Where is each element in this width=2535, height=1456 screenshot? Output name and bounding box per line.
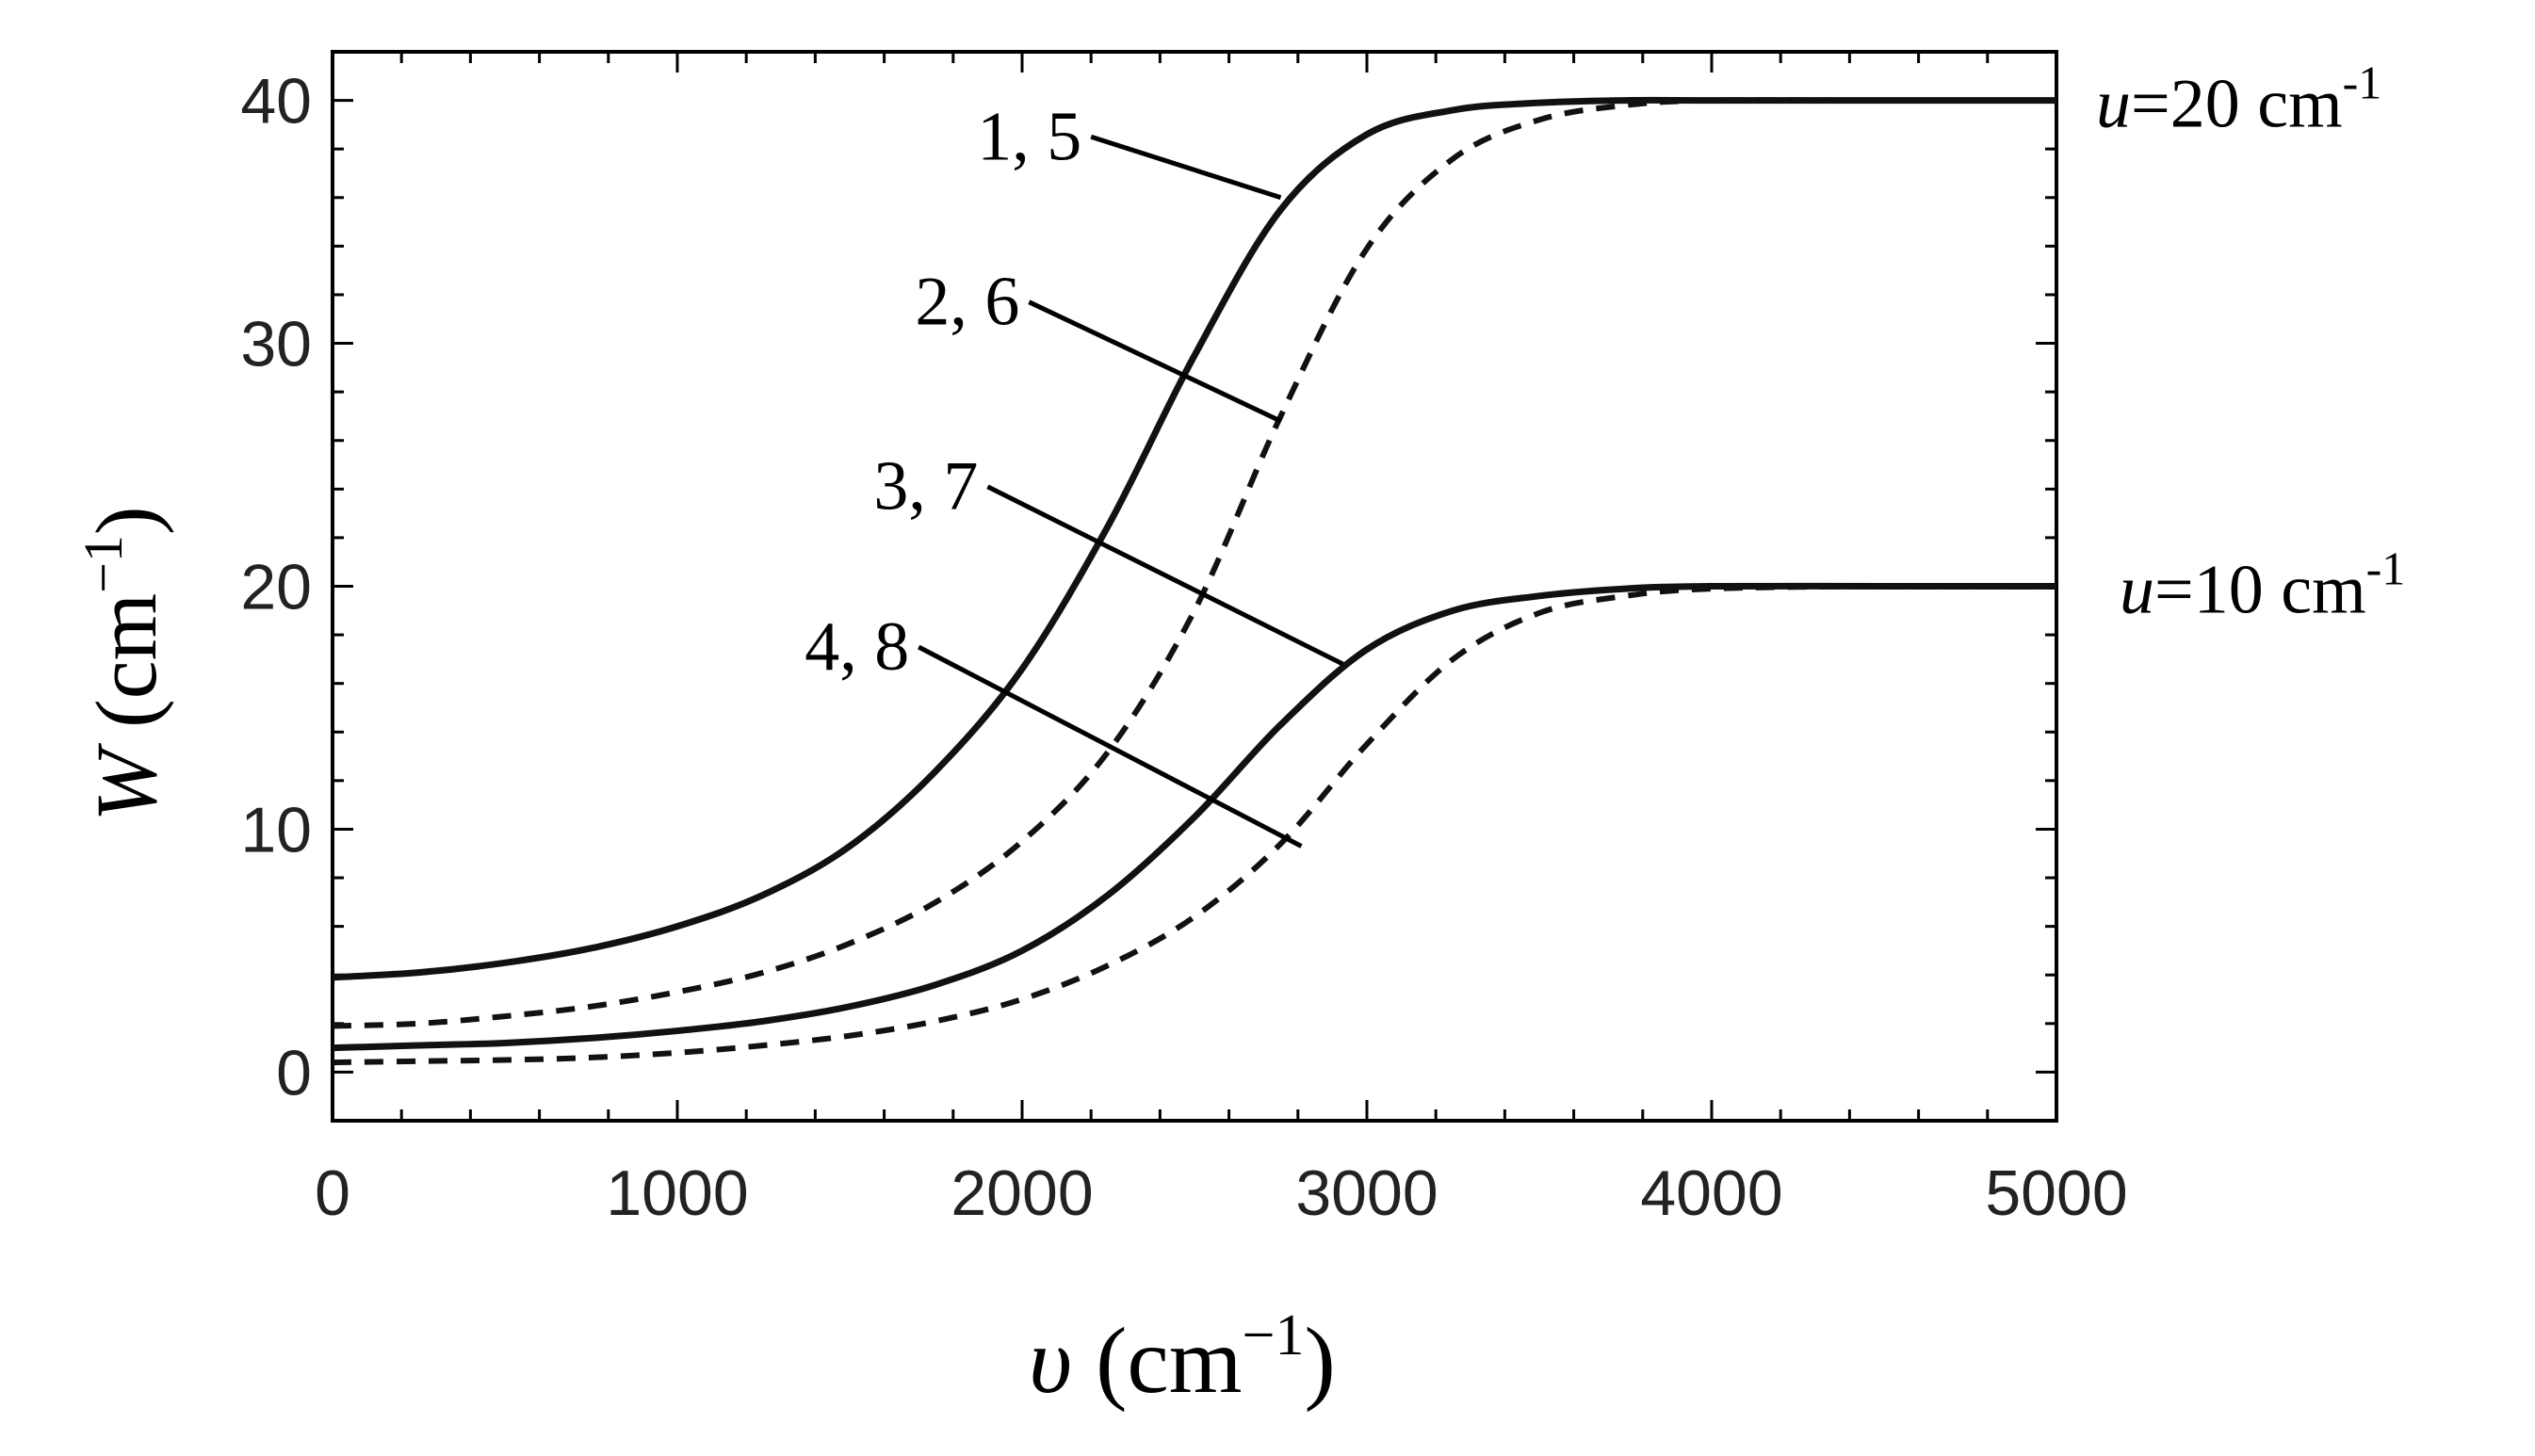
y-tick-label: 40 [240, 66, 312, 138]
series-line-4 [332, 583, 2057, 1066]
x-tick-label: 5000 [1985, 1157, 2127, 1229]
x-tick-label: 4000 [1640, 1157, 1782, 1229]
leader-line-4 [918, 644, 1303, 849]
x-tick-label: 0 [315, 1157, 350, 1229]
x-axis: 0 1000 2000 3000 4000 5000 [315, 52, 2128, 1229]
curve-label-2: 2, 6 [915, 264, 1019, 341]
leader-line-3 [986, 484, 1344, 667]
curve-label-4: 4, 8 [804, 608, 909, 686]
y-tick-label: 10 [240, 794, 312, 866]
level-annotation-1: u=20 cm-1 [2096, 57, 2381, 143]
level-annotation-2: u=10 cm-1 [2120, 542, 2405, 629]
x-axis-label: υ (cm−1) [1029, 1303, 1336, 1413]
series-layer [332, 96, 2057, 1066]
series-line-1 [332, 96, 2056, 981]
leader-line-2 [1028, 299, 1282, 424]
x-tick-label: 3000 [1295, 1157, 1438, 1229]
level-annotations: u=20 cm-1 u=10 cm-1 [2096, 57, 2405, 629]
y-tick-label: 30 [240, 309, 312, 380]
series-line-3 [332, 582, 2056, 1052]
series-line-2 [332, 97, 2056, 1029]
curve-labels: 1, 5 2, 6 3, 7 4, 8 [804, 98, 1344, 849]
y-tick-label: 20 [240, 552, 312, 623]
y-tick-label: 0 [276, 1037, 312, 1108]
curve-label-1: 1, 5 [977, 98, 1081, 175]
curve-label-3: 3, 7 [873, 448, 978, 526]
y-axis-label: W (cm−1) [73, 506, 174, 821]
leader-line-1 [1090, 134, 1282, 201]
x-tick-label: 2000 [951, 1157, 1093, 1229]
x-tick-label: 1000 [606, 1157, 748, 1229]
